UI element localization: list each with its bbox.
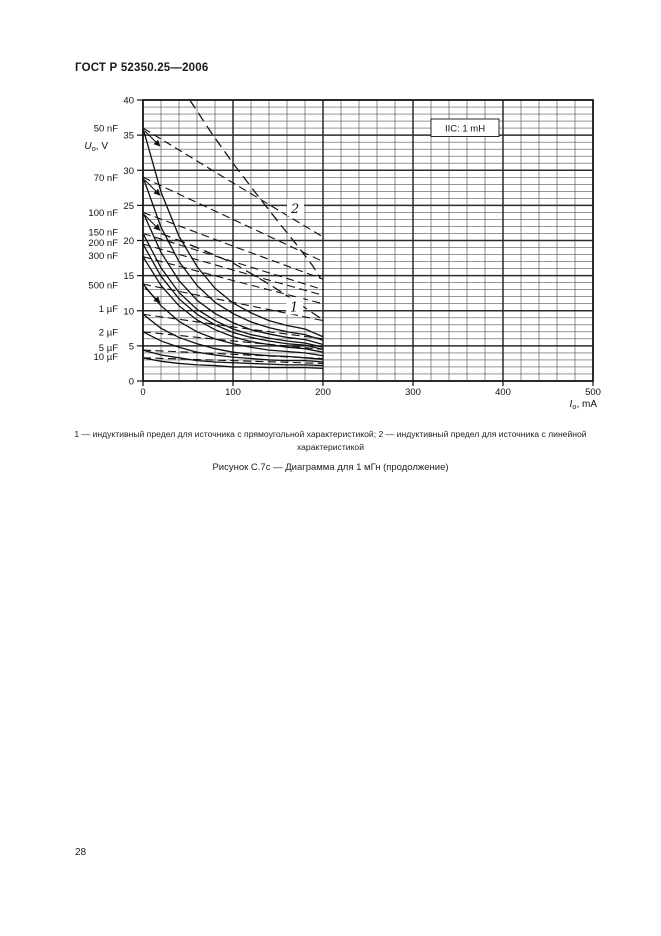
svg-text:400: 400 xyxy=(495,387,511,398)
svg-text:15: 15 xyxy=(123,271,134,282)
svg-text:2 µF: 2 µF xyxy=(99,327,118,338)
curve-number-labels: 21 xyxy=(286,199,305,315)
curve-300nF-dashed xyxy=(142,256,324,305)
curve-2µF-solid xyxy=(142,331,324,363)
curve-200nF-dashed xyxy=(142,243,324,296)
curve-150nF-solid xyxy=(142,233,324,348)
curve-500nF-dashed xyxy=(142,283,324,322)
curve-10µF-dashed xyxy=(142,357,324,364)
svg-text:25: 25 xyxy=(123,201,134,212)
svg-text:10: 10 xyxy=(123,306,134,317)
svg-text:40: 40 xyxy=(123,96,134,107)
curve-200nF-solid xyxy=(142,243,324,351)
svg-text:IIC: 1 mH: IIC: 1 mH xyxy=(445,124,485,135)
figure-note: 1 — индуктивный предел для источника с п… xyxy=(74,429,587,453)
svg-text:20: 20 xyxy=(123,236,134,247)
page-number: 28 xyxy=(75,847,87,858)
curve-10µF-solid xyxy=(142,357,324,370)
series-curves xyxy=(142,99,324,370)
svg-text:150 nF: 150 nF xyxy=(88,228,118,239)
figure-caption: Рисунок С.7с — Диаграмма для 1 мГн (прод… xyxy=(212,462,449,473)
curve-50nF-dashed xyxy=(142,127,324,238)
x-axis-title: Io, mA xyxy=(569,399,597,411)
svg-text:2: 2 xyxy=(290,202,299,217)
svg-text:100 nF: 100 nF xyxy=(88,208,118,219)
curve-300nF-solid xyxy=(142,256,324,353)
curve-2µF-dashed xyxy=(142,331,324,350)
y-tick-labels: 0 5 10 15 20 25 30 35 40 xyxy=(123,96,134,388)
svg-text:1 µF: 1 µF xyxy=(99,304,118,315)
x-tick-labels: 0 100 200 300 400 500 xyxy=(140,387,601,398)
axis-ticks xyxy=(137,99,594,386)
svg-text:300 nF: 300 nF xyxy=(88,251,118,262)
curve-50nF-solid xyxy=(142,127,324,338)
annotation-box: IIC: 1 mH xyxy=(430,118,500,137)
svg-text:5 µF: 5 µF xyxy=(99,343,118,354)
svg-text:500: 500 xyxy=(585,387,601,398)
svg-text:0: 0 xyxy=(140,387,145,398)
curve-100nF-solid xyxy=(142,212,324,346)
curve-150nF-dashed xyxy=(142,232,324,291)
svg-text:10 µF: 10 µF xyxy=(94,352,119,363)
svg-text:50 nF: 50 nF xyxy=(94,124,118,135)
standard-designation: ГОСТ Р 52350.25—2006 xyxy=(75,62,209,74)
curve-5µF-solid xyxy=(142,349,324,367)
svg-text:100: 100 xyxy=(225,387,241,398)
curve-2-dashed xyxy=(189,99,321,279)
svg-text:5: 5 xyxy=(129,341,134,352)
y-axis-title: Uo, V xyxy=(84,141,108,153)
svg-text:300: 300 xyxy=(405,387,421,398)
curve-70nF-solid xyxy=(142,177,324,341)
curve-100nF-dashed xyxy=(142,211,324,280)
svg-text:200: 200 xyxy=(315,387,331,398)
svg-text:30: 30 xyxy=(123,166,134,177)
curve-5µF-dashed xyxy=(142,349,324,360)
curve-500nF-solid xyxy=(142,283,324,357)
svg-text:0: 0 xyxy=(129,377,134,388)
svg-text:500 nF: 500 nF xyxy=(88,280,118,291)
curve-70nF-dashed xyxy=(142,176,324,263)
curve-1µF-dashed xyxy=(142,313,324,340)
svg-text:70 nF: 70 nF xyxy=(94,173,118,184)
svg-text:200 nF: 200 nF xyxy=(88,238,118,249)
svg-text:1: 1 xyxy=(290,300,298,315)
svg-text:35: 35 xyxy=(123,131,134,142)
